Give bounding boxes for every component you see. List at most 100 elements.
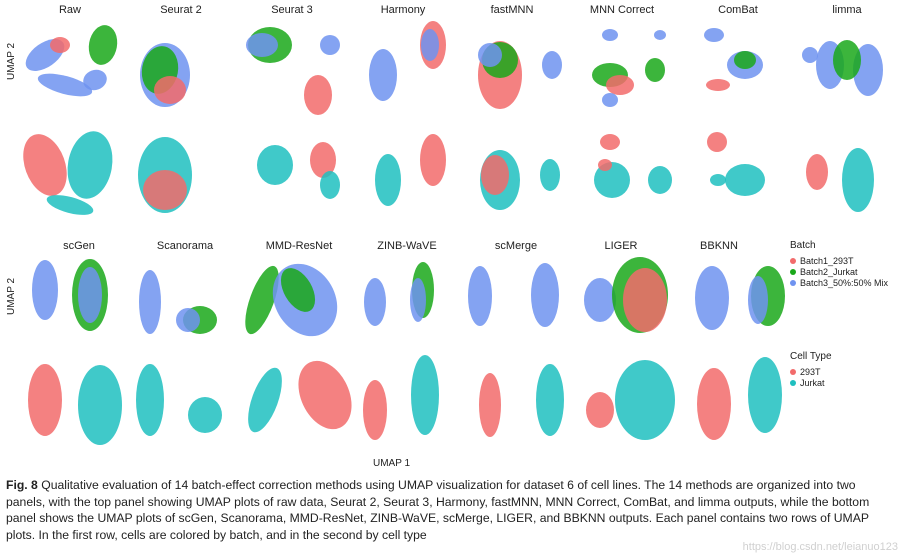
legend-batch-item: Batch2_Jurkat (790, 266, 888, 277)
legend-dot-icon (790, 268, 796, 275)
legend-batch-label-2: Batch2_Jurkat (800, 266, 858, 277)
cell-cluster (176, 308, 200, 332)
cell-cluster (257, 145, 293, 185)
cell-cluster (248, 367, 282, 433)
legend-batch-title: Batch (790, 240, 816, 251)
cell-cluster (540, 159, 560, 191)
cell-cluster (697, 368, 731, 440)
legend-batch-item: Batch1_293T (790, 255, 888, 266)
cell-cluster (706, 79, 730, 91)
cell-cluster (46, 195, 94, 215)
title-liger: LIGER (604, 240, 638, 252)
axis-x-label: UMAP 1 (373, 458, 411, 469)
cell-cluster (78, 365, 122, 445)
legend-dot-icon (790, 279, 796, 286)
cell-cluster (623, 268, 667, 332)
cell-cluster (586, 392, 614, 428)
cell-cluster (88, 25, 118, 65)
cell-cluster (420, 134, 446, 186)
title-seurat3: Seurat 3 (271, 4, 313, 16)
figure-caption: Fig. 8 Qualitative evaluation of 14 batc… (6, 477, 894, 543)
umap-figure: Raw Seurat 2 Seurat 3 Harmony fastMNN MN… (6, 4, 888, 469)
cell-cluster (654, 30, 666, 40)
cell-cluster (842, 148, 874, 212)
cell-cluster (410, 278, 426, 322)
legend-celltype-title: Cell Type (790, 351, 832, 362)
cell-cluster (531, 263, 559, 327)
cell-cluster (188, 397, 222, 433)
legend-celltype-item: Jurkat (790, 377, 832, 388)
title-fastmnn: fastMNN (490, 4, 534, 16)
cell-cluster (310, 142, 336, 178)
cell-cluster (707, 132, 727, 152)
cell-cluster (615, 360, 675, 440)
legend-celltype: Cell Type 293T Jurkat (790, 351, 832, 388)
cell-cluster (542, 51, 562, 79)
legend-celltype-label-1: 293T (800, 366, 821, 377)
cell-cluster (648, 166, 672, 194)
cell-cluster (154, 76, 186, 104)
cell-cluster (136, 364, 164, 436)
title-scanorama: Scanorama (156, 240, 214, 252)
cell-cluster (481, 155, 509, 195)
cell-cluster (584, 278, 616, 322)
cell-cluster (478, 43, 502, 67)
legend-batch: Batch Batch1_293T Batch2_Jurkat Batch3_5… (790, 240, 888, 288)
cell-cluster (280, 268, 316, 312)
cell-cluster (734, 51, 756, 69)
cell-cluster (748, 357, 782, 433)
cell-cluster (802, 47, 818, 63)
cell-cluster (602, 93, 618, 107)
cell-cluster (479, 373, 501, 437)
legend-batch-label-3: Batch3_50%:50% Mix (800, 277, 889, 288)
cell-cluster (304, 75, 332, 115)
cell-cluster (645, 58, 665, 82)
title-scmerge: scMerge (494, 240, 538, 252)
legend-dot-icon (790, 368, 796, 375)
cell-cluster (695, 266, 729, 330)
cell-cluster (298, 360, 352, 430)
cell-cluster (143, 170, 187, 210)
legend-celltype-item: 293T (790, 366, 832, 377)
title-mnncorrect: MNN Correct (589, 4, 655, 16)
cell-cluster (245, 265, 279, 335)
title-raw: Raw (58, 4, 81, 16)
title-bbknn: BBKNN (700, 240, 738, 252)
cell-cluster (606, 75, 634, 95)
cell-cluster (32, 260, 58, 320)
title-combat: ComBat (718, 4, 758, 16)
cell-cluster (536, 364, 564, 436)
cell-cluster (421, 29, 439, 61)
title-mmdresnet: MMD-ResNet (265, 240, 333, 252)
cell-cluster (806, 154, 828, 190)
cell-cluster (139, 270, 161, 334)
title-limma: limma (832, 4, 862, 16)
cell-cluster (67, 131, 113, 199)
legend-batch-item: Batch3_50%:50% Mix (790, 277, 888, 288)
legend-dot-icon (790, 379, 796, 386)
cell-cluster (320, 171, 340, 199)
cell-cluster (375, 154, 401, 206)
watermark: https://blog.csdn.net/leianuo123 (742, 541, 898, 553)
cell-cluster (364, 278, 386, 326)
cell-cluster (28, 364, 62, 436)
cell-cluster (602, 29, 618, 41)
cell-cluster (246, 33, 278, 57)
caption-text: Qualitative evaluation of 14 batch-effec… (6, 478, 870, 542)
title-harmony: Harmony (380, 4, 426, 16)
cell-cluster (411, 355, 439, 435)
cell-cluster (320, 35, 340, 55)
cell-cluster (37, 73, 93, 97)
umap-plots (23, 21, 883, 445)
legend-batch-label-1: Batch1_293T (800, 255, 854, 266)
cell-cluster (23, 134, 67, 196)
cell-cluster (725, 164, 765, 196)
cell-cluster (369, 49, 397, 101)
cell-cluster (594, 162, 630, 198)
cell-cluster (78, 267, 102, 323)
axis-y-label-top: UMAP 2 (6, 42, 17, 80)
title-zinbwave: ZINB-WaVE (377, 240, 437, 252)
cell-cluster (83, 69, 107, 91)
cell-cluster (50, 37, 70, 53)
cell-cluster (468, 266, 492, 326)
